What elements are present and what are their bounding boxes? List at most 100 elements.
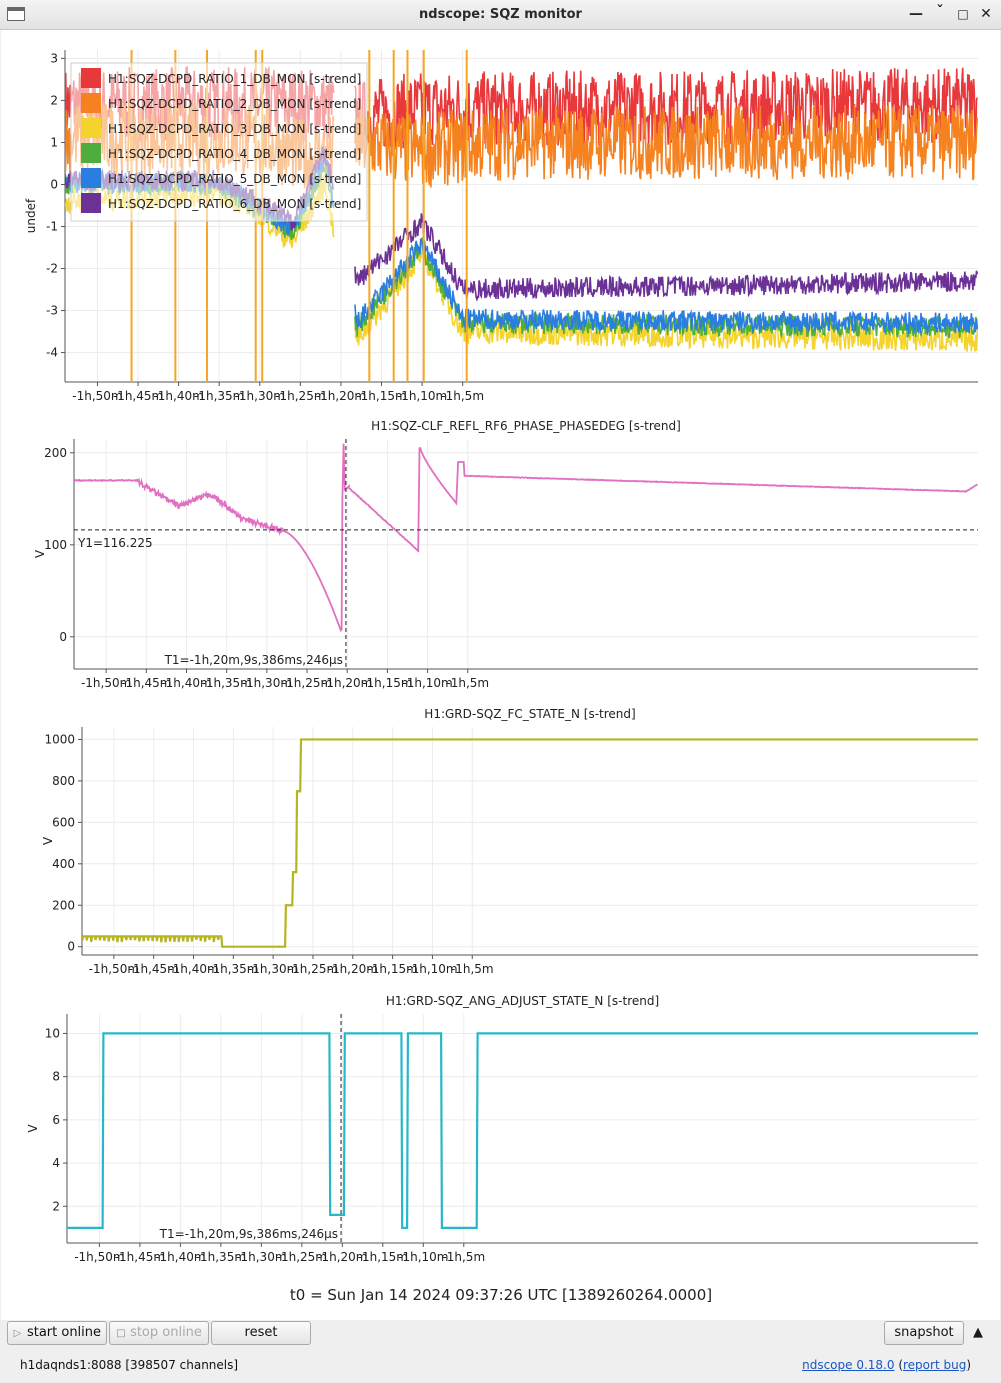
x-tick-label: -1h,5m — [451, 962, 494, 976]
x-tick-label: -1h,50m — [72, 389, 122, 403]
y-tick-label: 2 — [50, 93, 58, 107]
x-tick-label: -1h,15m — [358, 1250, 408, 1264]
x-tick-label: -1h,30m — [236, 1250, 286, 1264]
y-tick-label: 200 — [52, 898, 75, 912]
x-tick-label: -1h,45m — [121, 676, 171, 690]
x-tick-label: -1h,10m — [407, 962, 457, 976]
x-tick-label: -1h,30m — [235, 389, 285, 403]
x-tick-label: -1h,10m — [397, 389, 447, 403]
start-online-label: start online — [26, 1325, 102, 1340]
close-icon[interactable]: ✕ — [980, 6, 992, 22]
x-tick-label: -1h,35m — [194, 389, 244, 403]
version-link[interactable]: ndscope 0.18.0 — [802, 1358, 895, 1372]
y-tick-label: 200 — [44, 446, 67, 460]
y-axis-label: undef — [24, 198, 38, 233]
x-tick-label: -1h,5m — [446, 676, 489, 690]
y-tick-label: 8 — [52, 1070, 60, 1084]
maximize-icon[interactable]: ˇ — [936, 4, 944, 20]
x-tick-label: -1h,20m — [316, 389, 366, 403]
plot-4: H1:GRD-SQZ_ANG_ADJUST_STATE_N [s-trend] 1… — [26, 994, 978, 1264]
legend: H1:SQZ-DCPD_RATIO_1_DB_MON [s-trend] H1:S… — [70, 62, 368, 222]
stop-icon: □ — [116, 1328, 126, 1339]
y-tick-label: 0 — [67, 940, 75, 954]
y-tick-label: 1000 — [44, 732, 75, 746]
x-tick-label: -1h,40m — [155, 1250, 205, 1264]
x-tick-label: -1h,45m — [115, 1250, 165, 1264]
legend-swatch — [81, 168, 101, 188]
window-titlebar: ndscope: SQZ monitor — ˇ □ ✕ — [0, 0, 1001, 30]
y-tick-label: 400 — [52, 857, 75, 871]
legend-entry: H1:SQZ-DCPD_RATIO_2_DB_MON [s-trend] — [108, 97, 361, 111]
x-tick-label: -1h,20m — [328, 962, 378, 976]
expand-up-icon[interactable]: ▲ — [973, 1325, 983, 1340]
x-tick-label: -1h,40m — [153, 389, 203, 403]
status-bar: h1daqnds1:8088 [398507 channels] ndscope… — [0, 1350, 1001, 1383]
legend-entry: H1:SQZ-DCPD_RATIO_4_DB_MON [s-trend] — [108, 147, 361, 161]
app-icon — [7, 7, 25, 21]
x-tick-label: -1h,10m — [402, 676, 452, 690]
legend-entry: H1:SQZ-DCPD_RATIO_3_DB_MON [s-trend] — [108, 122, 361, 136]
y-tick-label: -2 — [46, 262, 58, 276]
x-tick-label: -1h,20m — [317, 1250, 367, 1264]
legend-swatch — [81, 68, 101, 88]
reset-button[interactable]: reset — [211, 1321, 311, 1345]
play-icon: ▷ — [13, 1328, 22, 1339]
x-tick-label: -1h,50m — [81, 676, 131, 690]
x-tick-label: -1h,15m — [367, 962, 417, 976]
plot-2: H1:SQZ-CLF_REFL_RF6_PHASE_PHASEDEG [s-tr… — [33, 419, 978, 690]
cursor-y-label: Y1=116.225 — [77, 536, 153, 550]
x-tick-label: -1h,25m — [275, 389, 325, 403]
trend-line — [67, 1032, 978, 1229]
server-status: h1daqnds1:8088 [398507 channels] — [20, 1358, 239, 1372]
y-tick-label: -4 — [46, 346, 58, 360]
stop-online-label: stop online — [130, 1325, 202, 1340]
plot-title: H1:GRD-SQZ_FC_STATE_N [s-trend] — [424, 707, 635, 721]
plot-title: H1:SQZ-CLF_REFL_RF6_PHASE_PHASEDEG [s-tr… — [371, 419, 681, 433]
version-info: ndscope 0.18.0 (report bug) — [802, 1358, 971, 1372]
snapshot-button[interactable]: snapshot — [884, 1321, 964, 1345]
y-tick-label: -1 — [46, 220, 58, 234]
x-tick-label: -1h,15m — [356, 389, 406, 403]
cursor-t-label: T1=-1h,20m,9s,386ms,246μs — [164, 653, 343, 667]
legend-entry: H1:SQZ-DCPD_RATIO_1_DB_MON [s-trend] — [108, 72, 361, 86]
start-online-button[interactable]: ▷ start online — [7, 1321, 107, 1345]
plot-canvas[interactable]: 3 2 1 0 -1 -2 -3 -4 -1h,50m -1h,45m -1h,40m -1h,35m… — [1, 30, 1000, 1320]
legend-entry: H1:SQZ-DCPD_RATIO_6_DB_MON [s-trend] — [108, 197, 361, 211]
x-tick-label: -1h,35m — [202, 676, 252, 690]
y-axis-label: V — [41, 836, 55, 845]
y-axis-label: V — [26, 1124, 40, 1133]
x-tick-label: -1h,30m — [248, 962, 298, 976]
trend-line — [74, 443, 978, 633]
minimize-icon[interactable]: — — [909, 6, 923, 22]
legend-swatch — [81, 93, 101, 113]
plot-area — [67, 1032, 978, 1229]
legend-swatch — [81, 143, 101, 163]
x-tick-label: -1h,25m — [282, 676, 332, 690]
plot-3: H1:GRD-SQZ_FC_STATE_N [s-trend] 1000 800 60… — [41, 707, 978, 976]
y-axis-label: V — [33, 549, 47, 558]
y-tick-label: 4 — [52, 1156, 60, 1170]
x-tick-label: -1h,50m — [89, 962, 139, 976]
legend-swatch — [81, 193, 101, 213]
x-tick-label: -1h,50m — [74, 1250, 124, 1264]
stop-online-button[interactable]: □ stop online — [109, 1321, 209, 1345]
y-tick-label: 0 — [59, 630, 67, 644]
plots-svg[interactable]: 3210-1-2-3-4-1h,50m-1h,45m-1h,40m-1h,35m… — [1, 30, 1000, 1320]
restore-icon[interactable]: □ — [957, 7, 969, 21]
x-tick-label: -1h,5m — [441, 389, 484, 403]
plot-area — [74, 443, 978, 633]
plot-1: 3 2 1 0 -1 -2 -3 -4 -1h,50m-1h,45m-1h,40m-1h,35m… — [24, 50, 978, 403]
x-tick-label: -1h,30m — [242, 676, 292, 690]
x-tick-label: -1h,45m — [113, 389, 163, 403]
x-tick-label: -1h,10m — [398, 1250, 448, 1264]
report-bug-link[interactable]: report bug — [903, 1358, 967, 1372]
x-tick-label: -1h,40m — [161, 676, 211, 690]
y-tick-label: 3 — [50, 51, 58, 65]
y-tick-label: 0 — [50, 177, 58, 191]
x-tick-label: -1h,35m — [196, 1250, 246, 1264]
trend-line — [82, 738, 978, 948]
plot-area — [82, 738, 978, 948]
legend-swatch — [81, 118, 101, 138]
plot-title: H1:GRD-SQZ_ANG_ADJUST_STATE_N [s-trend] — [386, 994, 659, 1008]
legend-box — [70, 62, 368, 222]
